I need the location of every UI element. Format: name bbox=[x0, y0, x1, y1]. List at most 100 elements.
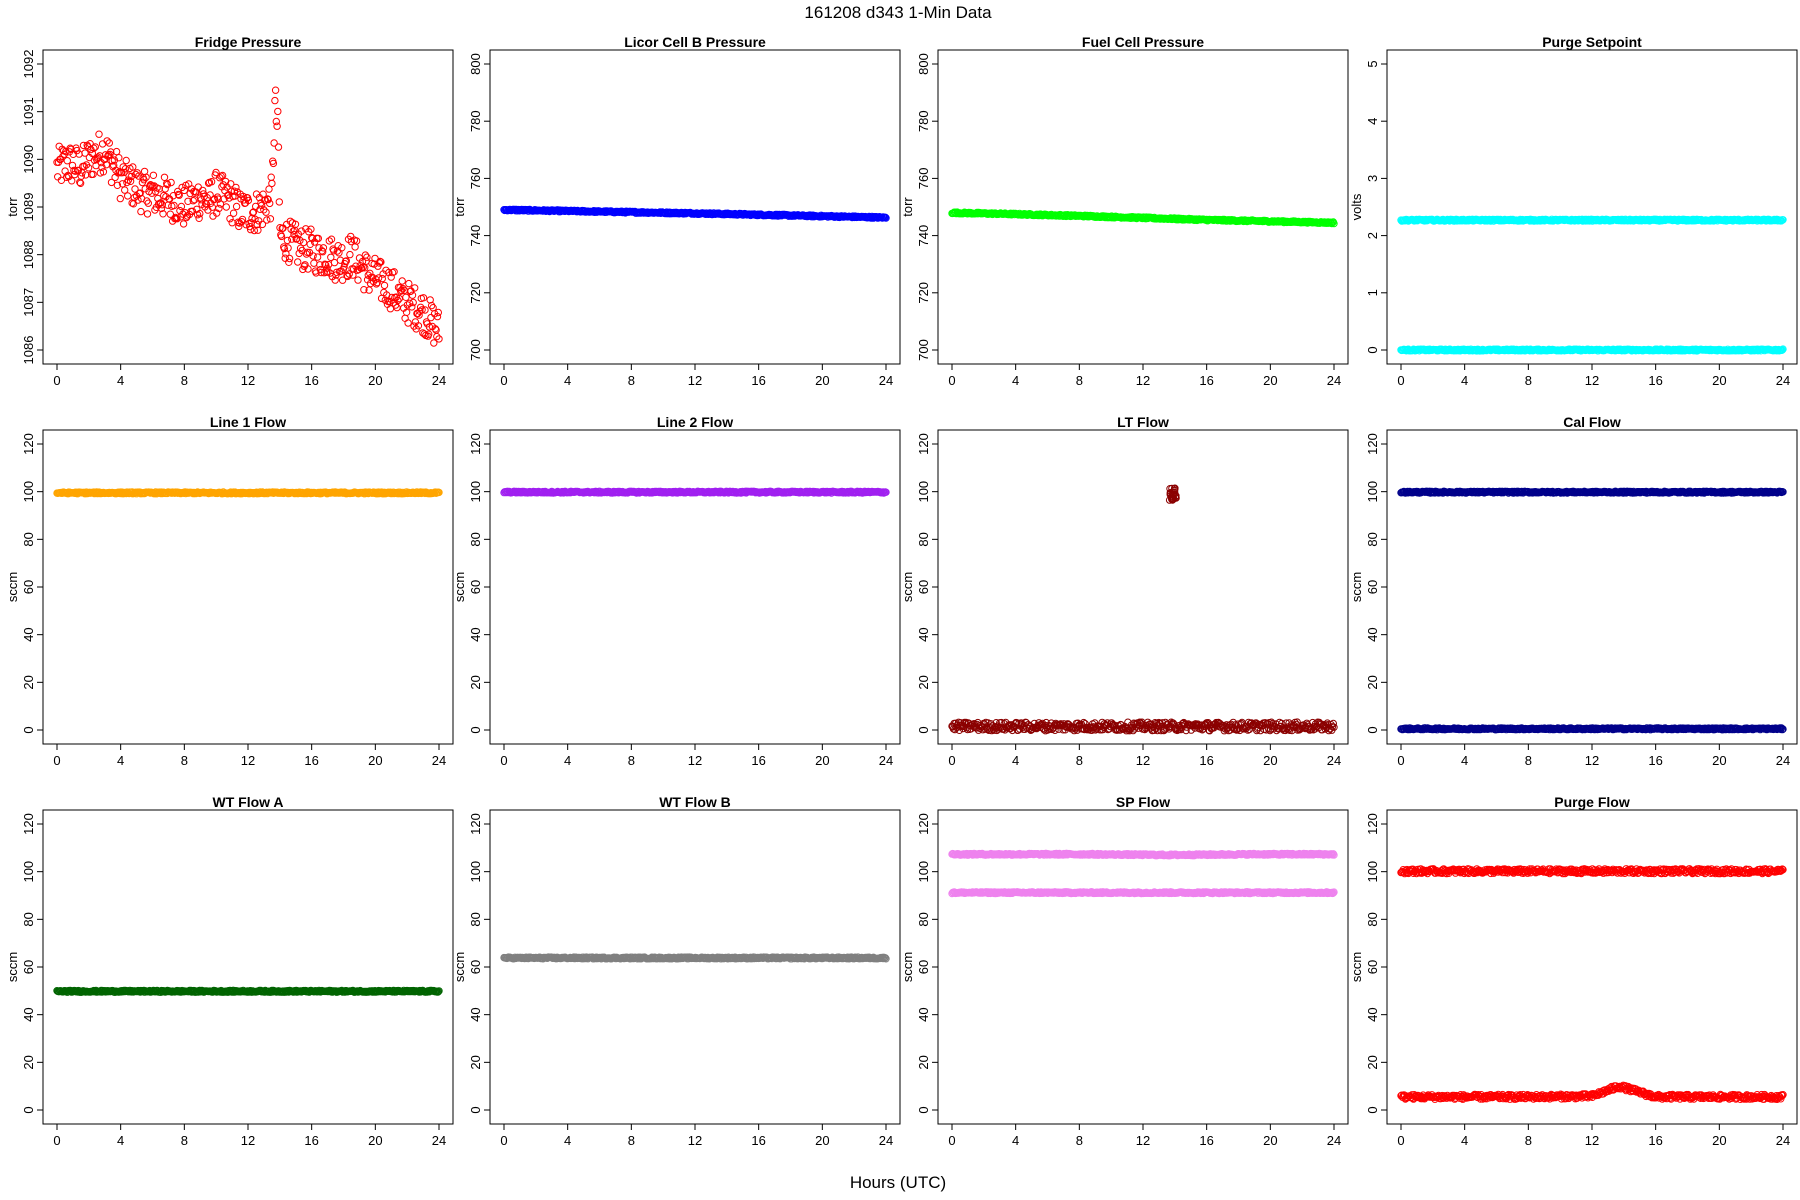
data-point bbox=[266, 199, 274, 208]
data-point bbox=[427, 301, 436, 310]
page-title: 161208 d343 1-Min Data bbox=[804, 3, 992, 22]
data-point bbox=[882, 214, 890, 222]
data-point bbox=[213, 209, 221, 217]
data-point bbox=[81, 149, 89, 157]
data-point bbox=[126, 177, 135, 186]
data-point bbox=[143, 210, 152, 218]
y-axis-title: torr bbox=[452, 197, 467, 217]
data-point bbox=[119, 163, 127, 171]
data-point bbox=[414, 309, 422, 318]
data-point bbox=[86, 140, 94, 148]
x-tick-label: 16 bbox=[751, 373, 765, 388]
data-point bbox=[419, 294, 428, 302]
y-tick-label: 60 bbox=[1365, 580, 1380, 594]
series-1 bbox=[500, 205, 890, 222]
y-axis-title: sccm bbox=[900, 572, 915, 602]
data-point bbox=[347, 232, 355, 241]
x-tick-label: 20 bbox=[1263, 753, 1277, 768]
data-point bbox=[226, 215, 234, 223]
data-point bbox=[212, 168, 220, 177]
data-point bbox=[269, 159, 278, 168]
data-point bbox=[390, 268, 398, 276]
series-1 bbox=[500, 487, 890, 497]
data-point bbox=[418, 306, 426, 314]
data-point bbox=[255, 217, 263, 225]
data-point bbox=[421, 306, 429, 314]
data-point bbox=[397, 286, 406, 295]
data-point bbox=[74, 166, 83, 175]
data-point bbox=[304, 265, 312, 273]
data-point bbox=[163, 179, 171, 188]
data-point bbox=[177, 202, 186, 211]
x-tick-label: 0 bbox=[1397, 753, 1404, 768]
series-1 bbox=[53, 86, 443, 347]
data-point bbox=[433, 312, 442, 321]
data-point bbox=[402, 293, 410, 301]
x-tick-label: 20 bbox=[368, 373, 382, 388]
data-point bbox=[111, 173, 119, 182]
data-point bbox=[115, 154, 123, 162]
data-point bbox=[157, 204, 166, 213]
data-point bbox=[431, 325, 439, 333]
data-point bbox=[195, 214, 203, 223]
y-tick-label: 80 bbox=[21, 532, 36, 546]
y-tick-label: 40 bbox=[1365, 627, 1380, 641]
x-tick-label: 20 bbox=[815, 373, 829, 388]
data-point bbox=[89, 170, 97, 179]
data-point bbox=[425, 330, 433, 338]
data-point bbox=[103, 137, 111, 145]
data-points bbox=[500, 205, 890, 222]
data-point bbox=[310, 259, 318, 267]
x-tick-label: 0 bbox=[500, 373, 507, 388]
y-tick-label: 1089 bbox=[21, 193, 36, 222]
data-point bbox=[140, 167, 149, 176]
data-point bbox=[272, 117, 280, 126]
x-tick-label: 16 bbox=[1648, 753, 1662, 768]
y-axis-title: torr bbox=[5, 197, 20, 217]
data-point bbox=[408, 303, 416, 311]
x-tick-label: 20 bbox=[1263, 373, 1277, 388]
data-point bbox=[285, 254, 294, 263]
x-tick-label: 12 bbox=[241, 373, 255, 388]
y-tick-label: 120 bbox=[468, 433, 483, 455]
data-point bbox=[161, 185, 169, 193]
data-point bbox=[246, 225, 255, 234]
y-tick-label: 100 bbox=[1365, 481, 1380, 503]
data-point bbox=[409, 298, 417, 307]
data-point bbox=[192, 188, 200, 196]
data-points bbox=[1397, 215, 1787, 355]
data-point bbox=[270, 139, 278, 147]
x-tick-label: 16 bbox=[304, 373, 318, 388]
y-tick-label: 20 bbox=[1365, 675, 1380, 689]
data-point bbox=[321, 260, 329, 268]
x-tick-label: 0 bbox=[500, 753, 507, 768]
x-tick-label: 0 bbox=[948, 373, 955, 388]
data-point bbox=[68, 161, 77, 170]
data-point bbox=[116, 194, 125, 203]
data-point bbox=[386, 297, 394, 305]
data-point bbox=[163, 180, 172, 189]
y-tick-label: 40 bbox=[468, 627, 483, 641]
x-tick-label: 0 bbox=[53, 753, 60, 768]
x-tick-label: 16 bbox=[304, 753, 318, 768]
data-point bbox=[305, 228, 313, 236]
data-point bbox=[435, 335, 443, 343]
data-point bbox=[881, 213, 889, 222]
data-point bbox=[142, 173, 150, 182]
data-point bbox=[280, 244, 289, 253]
data-points bbox=[948, 484, 1338, 735]
x-tick-label: 24 bbox=[1776, 373, 1790, 388]
data-point bbox=[346, 250, 354, 259]
data-point bbox=[285, 258, 293, 266]
data-point bbox=[284, 244, 292, 252]
data-point bbox=[159, 210, 167, 218]
y-tick-label: 80 bbox=[468, 532, 483, 546]
data-point bbox=[408, 291, 417, 299]
y-tick-label: 20 bbox=[468, 675, 483, 689]
data-point bbox=[373, 278, 381, 287]
data-point bbox=[378, 274, 386, 283]
x-tick-label: 24 bbox=[1327, 753, 1341, 768]
data-point bbox=[196, 209, 204, 218]
data-point bbox=[264, 195, 272, 204]
